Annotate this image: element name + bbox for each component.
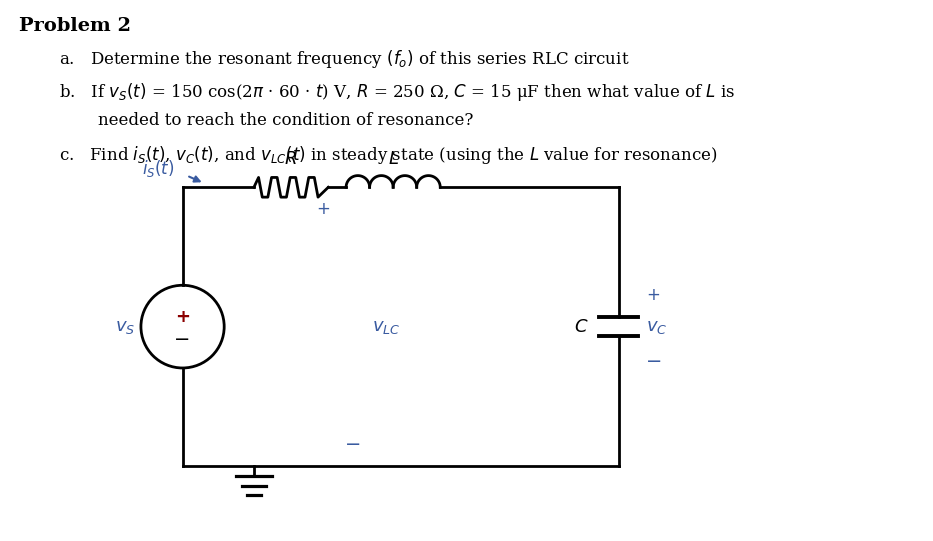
Text: R: R: [285, 150, 298, 168]
Text: +: +: [316, 200, 330, 218]
Text: $i_S(t)$: $i_S(t)$: [142, 159, 174, 180]
Text: b.   If $v_S(t)$ = 150 cos(2$\pi$ · 60 · $t$) V, $R$ = 250 Ω, $C$ = 15 μF then w: b. If $v_S(t)$ = 150 cos(2$\pi$ · 60 · $…: [59, 81, 735, 103]
Text: −: −: [345, 435, 361, 454]
Text: −: −: [647, 352, 662, 371]
Text: $v_S$: $v_S$: [115, 318, 135, 335]
Text: Problem 2: Problem 2: [19, 17, 131, 35]
Text: L: L: [388, 150, 398, 168]
Text: −: −: [174, 330, 190, 349]
Text: +: +: [647, 286, 661, 304]
Text: c.   Find $i_S(t)$, $v_C(t)$, and $v_{LC}(t)$ in steady state (using the $L$ val: c. Find $i_S(t)$, $v_C(t)$, and $v_{LC}(…: [59, 144, 717, 166]
Text: $v_C$: $v_C$: [647, 318, 668, 335]
Text: a.   Determine the resonant frequency $(f_o)$ of this series RLC circuit: a. Determine the resonant frequency $(f_…: [59, 49, 629, 70]
Text: C: C: [575, 318, 587, 335]
Text: needed to reach the condition of resonance?: needed to reach the condition of resonan…: [98, 113, 474, 129]
Text: $v_{LC}$: $v_{LC}$: [371, 318, 400, 335]
Text: +: +: [175, 308, 190, 326]
